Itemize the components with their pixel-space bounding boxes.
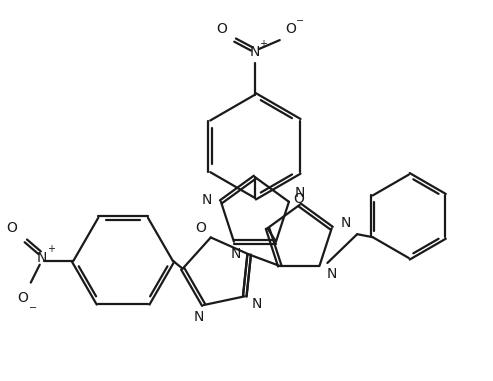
Text: N: N (250, 45, 260, 59)
Text: −: − (295, 16, 304, 26)
Text: O: O (17, 291, 28, 306)
Text: N: N (341, 216, 351, 230)
Text: N: N (231, 247, 241, 261)
Text: N: N (36, 251, 47, 265)
Text: N: N (202, 193, 212, 207)
Text: N: N (194, 310, 204, 324)
Text: +: + (259, 39, 267, 49)
Text: −: − (29, 303, 37, 313)
Text: O: O (195, 221, 206, 235)
Text: N: N (326, 267, 337, 281)
Text: N: N (251, 297, 262, 311)
Text: N: N (294, 186, 305, 200)
Text: O: O (217, 22, 228, 36)
Text: O: O (285, 22, 296, 36)
Text: +: + (47, 244, 55, 254)
Text: O: O (293, 192, 304, 206)
Text: O: O (6, 221, 17, 235)
